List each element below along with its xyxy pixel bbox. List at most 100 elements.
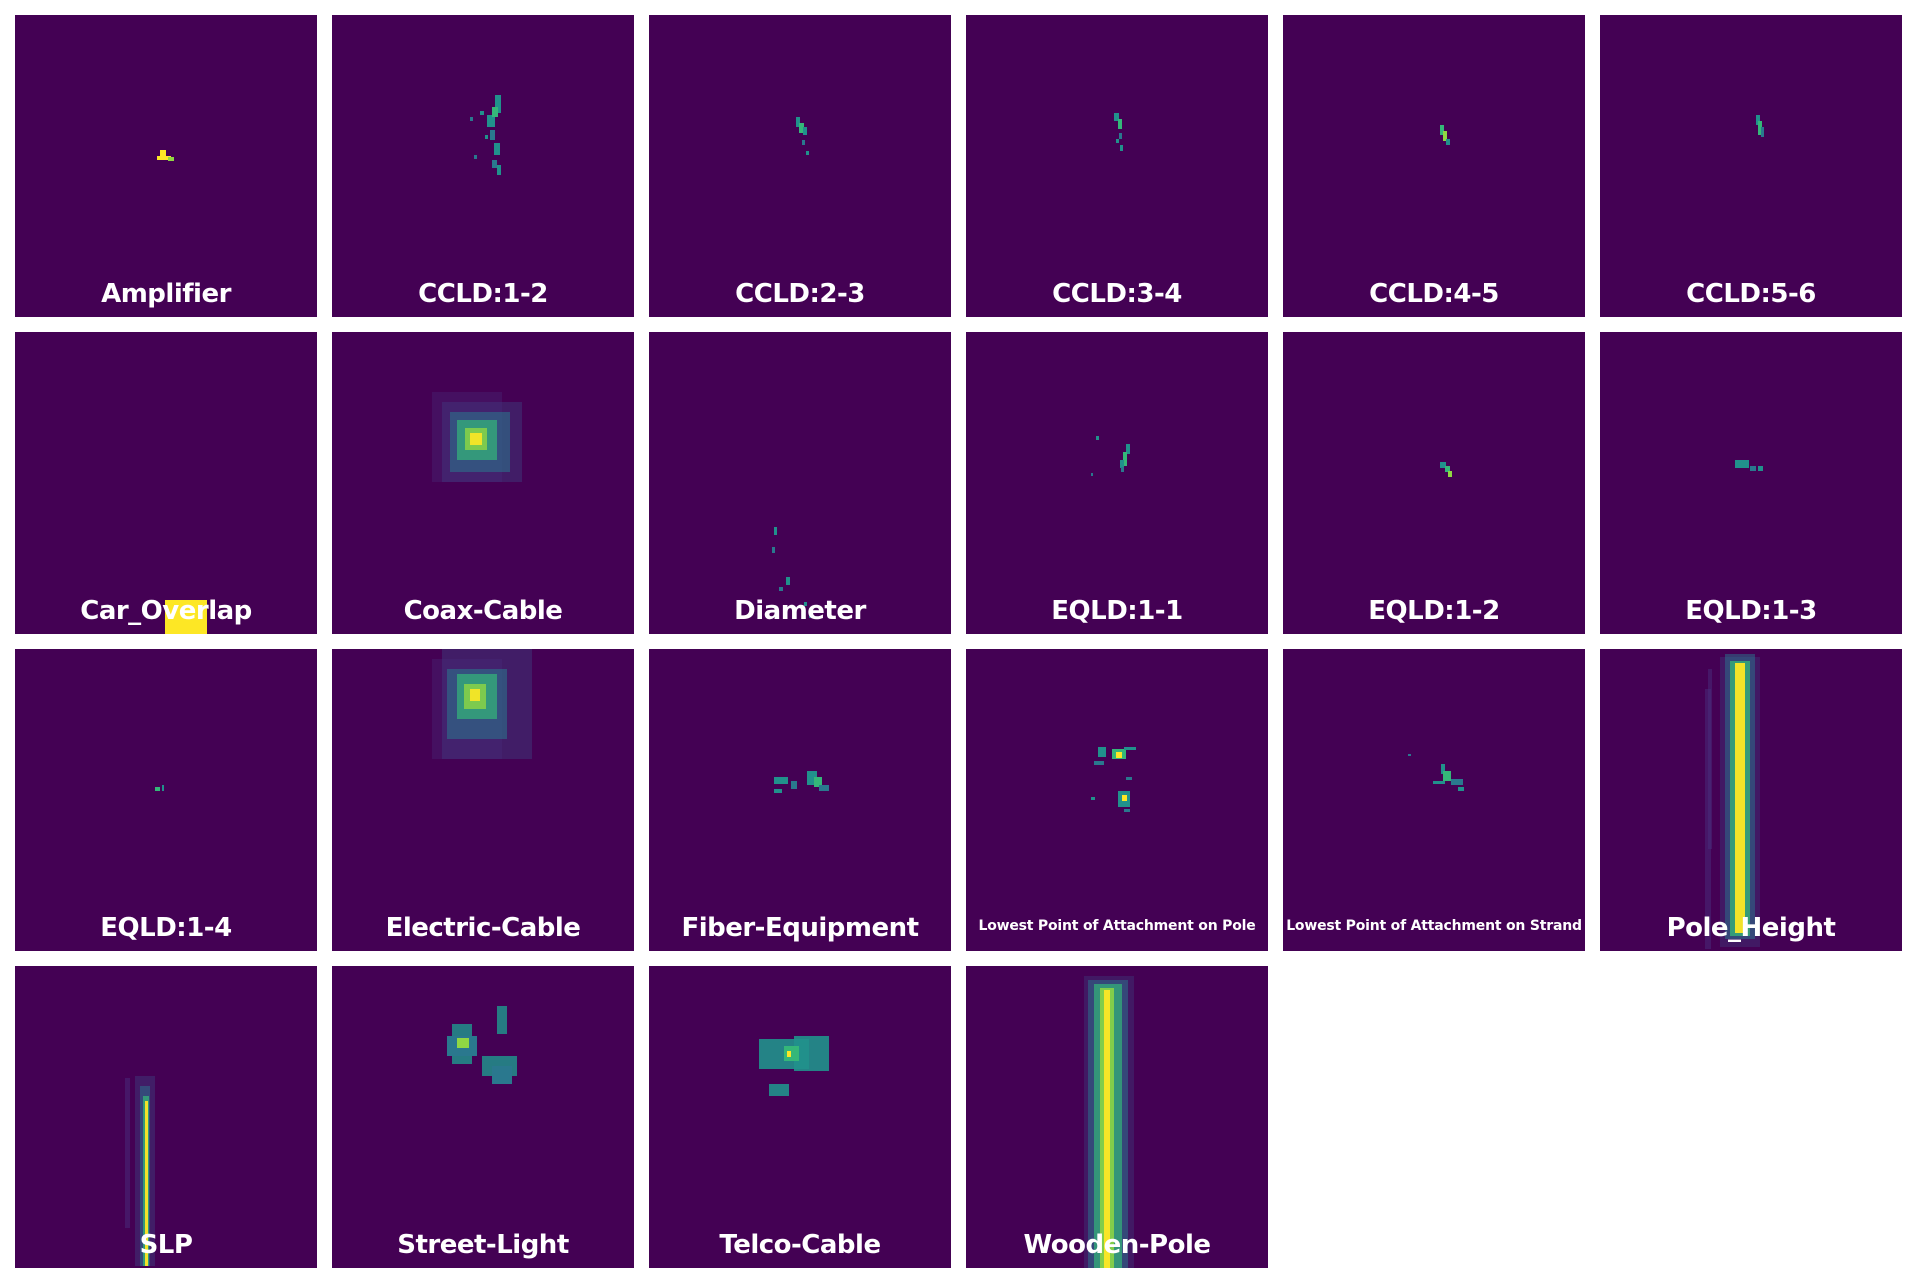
panel-title: EQLD:1-1 [1051, 596, 1183, 626]
heatmap-cell [487, 115, 495, 127]
heatmap-cell [769, 1084, 789, 1096]
heatmap-panel: Wooden-Pole [966, 966, 1268, 1268]
heatmap-cell [814, 777, 822, 787]
panel-title: EQLD:1-4 [100, 913, 232, 943]
heatmap-cell [1443, 131, 1447, 141]
heatmap-cell [497, 165, 501, 175]
heatmap-cell [168, 157, 174, 161]
heatmap-panel: CCLD:1-2 [332, 15, 634, 317]
heatmap-panel: Fiber-Equipment [649, 649, 951, 951]
panel-title: CCLD:3-4 [1052, 279, 1182, 309]
heatmap-panel: CCLD:5-6 [1600, 15, 1902, 317]
heatmap-cell [819, 785, 829, 791]
heatmap-cell [1440, 125, 1444, 135]
heatmap-cell [1448, 471, 1452, 477]
heatmap-cell [809, 612, 813, 618]
heatmap-cell [474, 155, 477, 159]
heatmap-cell [1445, 466, 1450, 472]
heatmap-panel: EQLD:1-3 [1600, 332, 1902, 634]
heatmap-panel: CCLD:2-3 [649, 15, 951, 317]
heatmap-cell [1121, 467, 1124, 472]
heatmap-cell [1116, 752, 1122, 758]
heatmap-cell [772, 547, 775, 553]
panel-title: EQLD:1-2 [1368, 596, 1500, 626]
heatmap-plot [157, 150, 174, 161]
heatmap-plot [165, 600, 207, 634]
heatmap-panel: Diameter [649, 332, 951, 634]
heatmap-cell [1451, 779, 1463, 785]
heatmap-cell [1091, 797, 1095, 800]
heatmap-cell [1735, 663, 1745, 933]
heatmap-cell [1104, 990, 1110, 1268]
panel-title: Pole_Height [1666, 913, 1836, 943]
panel-title: Street-Light [397, 1230, 569, 1260]
heatmap-cell [1120, 460, 1124, 468]
heatmap-cell [1124, 809, 1130, 812]
heatmap-plot [1091, 436, 1130, 476]
heatmap-cell [1119, 133, 1122, 139]
heatmap-cell [774, 777, 788, 784]
heatmap-cell [485, 135, 488, 139]
heatmap-cell [791, 781, 797, 789]
heatmap-cell [1408, 754, 1411, 756]
heatmap-plot [447, 1006, 517, 1084]
heatmap-plot [432, 649, 532, 759]
heatmap-cell [1094, 761, 1104, 765]
heatmap-plot [1091, 747, 1136, 812]
heatmap-cell [145, 1101, 148, 1266]
heatmap-panel: CCLD:3-4 [966, 15, 1268, 317]
panel-title: Fiber-Equipment [681, 913, 919, 943]
heatmap-cell [1758, 121, 1762, 135]
heatmap-cell [774, 527, 777, 535]
heatmap-cell [162, 785, 164, 791]
heatmap-plot [1735, 460, 1763, 471]
heatmap-cell [779, 587, 783, 591]
heatmap-cell [1124, 747, 1136, 750]
heatmap-cell [492, 1066, 512, 1084]
heatmap-cell [495, 95, 501, 113]
heatmap-cell [490, 130, 495, 140]
heatmap-cell [1096, 436, 1099, 440]
heatmap-cell [125, 1078, 130, 1228]
heatmap-panel: SLP [15, 966, 317, 1268]
heatmap-cell [492, 160, 497, 168]
heatmap-cell [1433, 781, 1445, 784]
panel-title: CCLD:1-2 [418, 279, 548, 309]
heatmap-cell [794, 1036, 829, 1071]
panel-title: CCLD:2-3 [735, 279, 865, 309]
panel-title: EQLD:1-3 [1685, 596, 1817, 626]
heatmap-cell [470, 117, 473, 121]
heatmap-panel: EQLD:1-4 [15, 649, 317, 951]
heatmap-cell [804, 602, 807, 606]
heatmap-plot [125, 1076, 155, 1266]
heatmap-cell [1441, 764, 1445, 774]
heatmap-plot [1440, 125, 1450, 145]
heatmap-cell [1126, 777, 1132, 780]
heatmap-cell [457, 1038, 469, 1048]
heatmap-cell [470, 433, 482, 445]
heatmap-plot [774, 771, 829, 793]
heatmap-plot [1408, 754, 1464, 791]
heatmap-cell [806, 151, 809, 155]
heatmap-cell [470, 689, 480, 701]
heatmap-cell [497, 1006, 507, 1034]
heatmap-plot [1114, 113, 1123, 151]
panel-title: Amplifier [101, 279, 231, 309]
heatmap-cell [1120, 145, 1123, 151]
heatmap-panel: Car_Overlap [15, 332, 317, 634]
heatmap-cell [1443, 771, 1451, 781]
panel-title: CCLD:4-5 [1369, 279, 1499, 309]
heatmap-cell [1126, 444, 1130, 454]
heatmap-cell [492, 107, 498, 117]
panel-title: Coax-Cable [403, 596, 563, 626]
heatmap-cell [1440, 462, 1446, 468]
panel-title: Diameter [734, 596, 866, 626]
heatmap-cell [1098, 747, 1106, 757]
heatmap-plot [432, 392, 522, 482]
panel-title: SLP [139, 1230, 193, 1260]
heatmap-cell [796, 117, 800, 127]
panel-title: Wooden-Pole [1023, 1230, 1212, 1260]
heatmap-cell [1735, 460, 1749, 468]
heatmap-cell [155, 787, 160, 791]
